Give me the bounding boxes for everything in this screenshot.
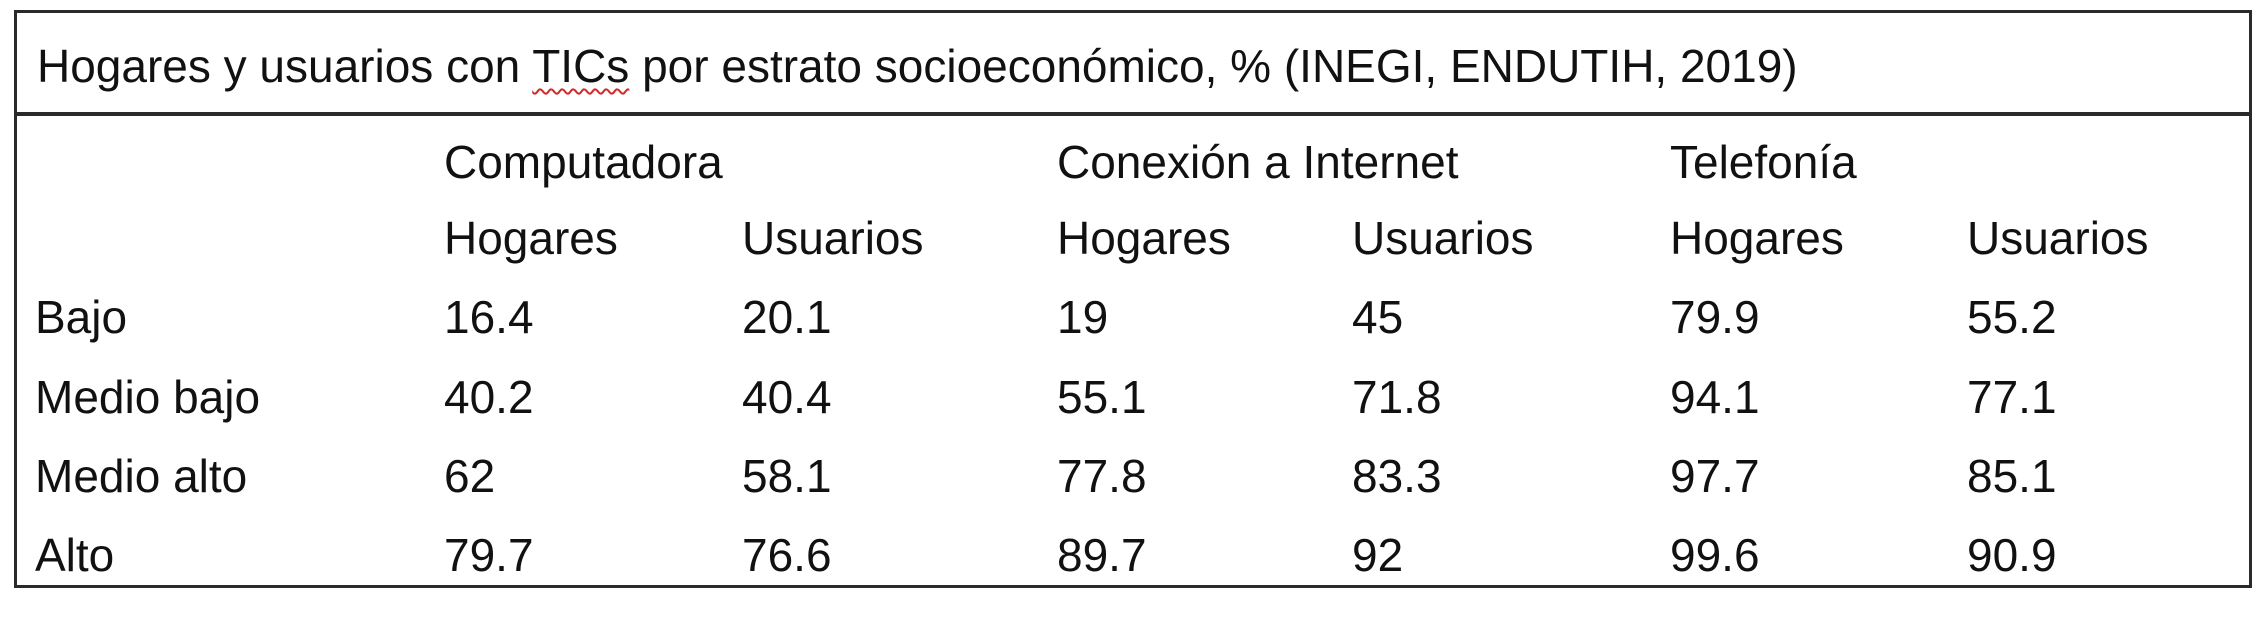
table-cell: 45	[1352, 291, 1404, 343]
table-cell: 76.6	[742, 529, 832, 581]
table-cell: 40.4	[742, 371, 832, 423]
row-label-medio-alto: Medio alto	[35, 450, 248, 502]
subheader-computadora-usuarios: Usuarios	[742, 212, 924, 264]
table-cell: 90.9	[1967, 529, 2057, 581]
table-cell: 97.7	[1670, 450, 1760, 502]
data-table: Hogares y usuarios con TICs por estrato …	[14, 10, 2252, 588]
row-label-medio-bajo: Medio bajo	[35, 371, 261, 423]
table-cell: 92	[1352, 529, 1404, 581]
subheader-internet-hogares: Hogares	[1057, 212, 1231, 264]
table-cell: 77.1	[1967, 371, 2057, 423]
subheader-telefonia-usuarios: Usuarios	[1967, 212, 2149, 264]
table-cell: 85.1	[1967, 450, 2057, 502]
subheader-computadora-hogares: Hogares	[444, 212, 618, 264]
table-cell: 99.6	[1670, 529, 1760, 581]
table-cell: 16.4	[444, 291, 534, 343]
table-title-row: Hogares y usuarios con TICs por estrato …	[17, 13, 2249, 116]
table-cell: 79.9	[1670, 291, 1760, 343]
row-label-alto: Alto	[35, 529, 115, 581]
table-cell: 55.1	[1057, 371, 1147, 423]
spellcheck-flagged-word: TICs	[532, 40, 630, 92]
table-cell: 94.1	[1670, 371, 1760, 423]
table-title: Hogares y usuarios con TICs por estrato …	[37, 43, 1798, 89]
subheader-telefonia-hogares: Hogares	[1670, 212, 1844, 264]
title-text-end: por estrato socioeconómico, % (INEGI, EN…	[629, 40, 1798, 92]
table-cell: 71.8	[1352, 371, 1442, 423]
table-cell: 79.7	[444, 529, 534, 581]
subheader-internet-usuarios: Usuarios	[1352, 212, 1534, 264]
table-cell: 62	[444, 450, 496, 502]
table-cell: 20.1	[742, 291, 832, 343]
group-header-telefonia: Telefonía	[1670, 136, 1857, 188]
group-header-conexion-internet: Conexión a Internet	[1057, 136, 1459, 188]
table-cell: 83.3	[1352, 450, 1442, 502]
table-cell: 19	[1057, 291, 1109, 343]
group-header-computadora: Computadora	[444, 136, 723, 188]
table-cell: 77.8	[1057, 450, 1147, 502]
table-cell: 89.7	[1057, 529, 1147, 581]
row-label-bajo: Bajo	[35, 291, 128, 343]
title-text-start: Hogares y usuarios con	[37, 40, 533, 92]
table-cell: 55.2	[1967, 291, 2057, 343]
table-cell: 40.2	[444, 371, 534, 423]
table-cell: 58.1	[742, 450, 832, 502]
